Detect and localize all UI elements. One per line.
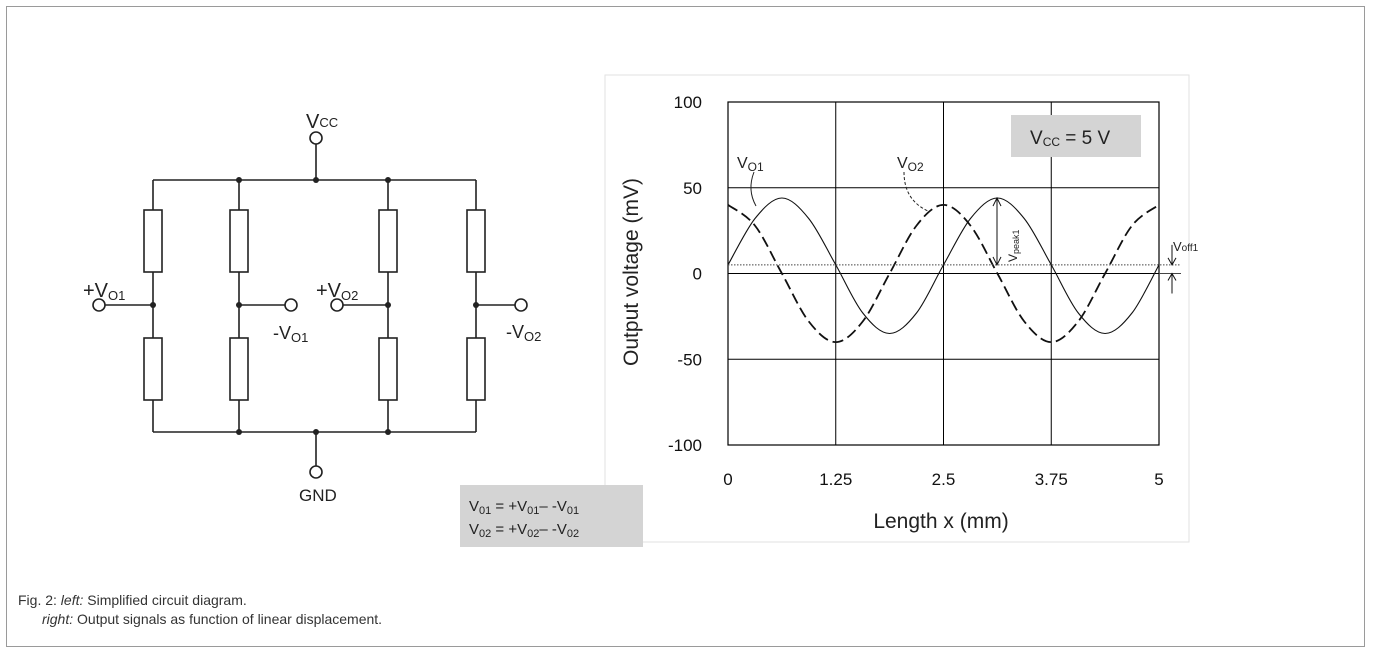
junction-dot (236, 177, 242, 183)
pos-vo2-label: +VO2 (316, 280, 358, 303)
equation-line-2: V02 = +V02– -V02 (469, 521, 579, 540)
terminal-vcc (309, 131, 323, 145)
caption-line-1: Fig. 2: left: Simplified circuit diagram… (18, 592, 247, 608)
resistor-3-top (378, 209, 398, 273)
x-tick-label: 3.75 (1035, 470, 1068, 489)
terminal-gnd (309, 465, 323, 479)
x-axis-label: Length x (mm) (873, 510, 1008, 533)
y-tick-label: -100 (668, 436, 702, 455)
circuit-diagram: VCC GND +VO1 -VO1 +VO2 -VO2 (83, 111, 541, 505)
y-tick-label: 100 (674, 93, 702, 112)
vcc-box-text: VCC = 5 V (1030, 128, 1111, 149)
chart: 0 1.25 2.5 3.75 5 100 50 0 -50 -100 Output voltag… (620, 93, 1199, 533)
x-tick-label: 1.25 (819, 470, 852, 489)
series-label-vo1: VO1 (737, 155, 764, 174)
resistor-4-bottom (466, 337, 486, 401)
y-tick-label: 0 (693, 265, 702, 284)
neg-vo1-label: -VO1 (273, 323, 308, 345)
junction-dot (385, 429, 391, 435)
resistor-4-top (466, 209, 486, 273)
junction-dot (236, 302, 242, 308)
x-tick-label: 2.5 (932, 470, 956, 489)
x-tick-label: 5 (1154, 470, 1163, 489)
equation-box: V01 = +V01– -V01 V02 = +V02– -V02 (460, 485, 643, 547)
y-axis-label: Output voltage (mV) (620, 178, 643, 366)
figure-caption: Fig. 2: left: Simplified circuit diagram… (18, 591, 382, 629)
junction-dot (473, 302, 479, 308)
y-tick-label: 50 (683, 179, 702, 198)
terminal-pos-vo2 (330, 298, 344, 312)
junction-dot (313, 177, 319, 183)
pos-vo1-label: +VO1 (83, 280, 125, 303)
v-peak-label: Vpeak1 (1006, 229, 1021, 262)
terminal-neg-vo2 (514, 298, 528, 312)
gnd-label: GND (299, 486, 337, 505)
resistor-1-bottom (143, 337, 163, 401)
v-off-label: Voff1 (1173, 239, 1199, 254)
series-line-2 (727, 203, 1160, 344)
equation-box-bg (460, 485, 643, 547)
arrow-head (1167, 257, 1177, 266)
terminal-neg-vo1 (284, 298, 298, 312)
resistor-3-bottom (378, 337, 398, 401)
equation-line-1: V01 = +V01– -V01 (469, 498, 579, 517)
leader-vo1 (750, 171, 757, 207)
y-tick-label: -50 (677, 350, 702, 369)
junction-dot (236, 429, 242, 435)
junction-dot (150, 302, 156, 308)
arrow-head (1167, 272, 1177, 281)
vcc-box (1011, 115, 1141, 157)
series-label-vo2: VO2 (897, 155, 924, 174)
junction-dot (313, 429, 319, 435)
resistor-1-top (143, 209, 163, 273)
vcc-label: VCC (306, 111, 338, 133)
series-line-1 (727, 197, 1160, 335)
arrow-head (992, 196, 1002, 207)
arrow-head (992, 256, 1002, 267)
resistor-2-top (229, 209, 249, 273)
figure-frame (6, 6, 1365, 647)
resistor-2-bottom (229, 337, 249, 401)
neg-vo2-label: -VO2 (506, 322, 541, 344)
x-tick-label: 0 (723, 470, 732, 489)
terminal-pos-vo1 (92, 298, 106, 312)
caption-line-2: right: Output signals as function of lin… (42, 611, 383, 627)
junction-dot (385, 302, 391, 308)
junction-dot (385, 177, 391, 183)
